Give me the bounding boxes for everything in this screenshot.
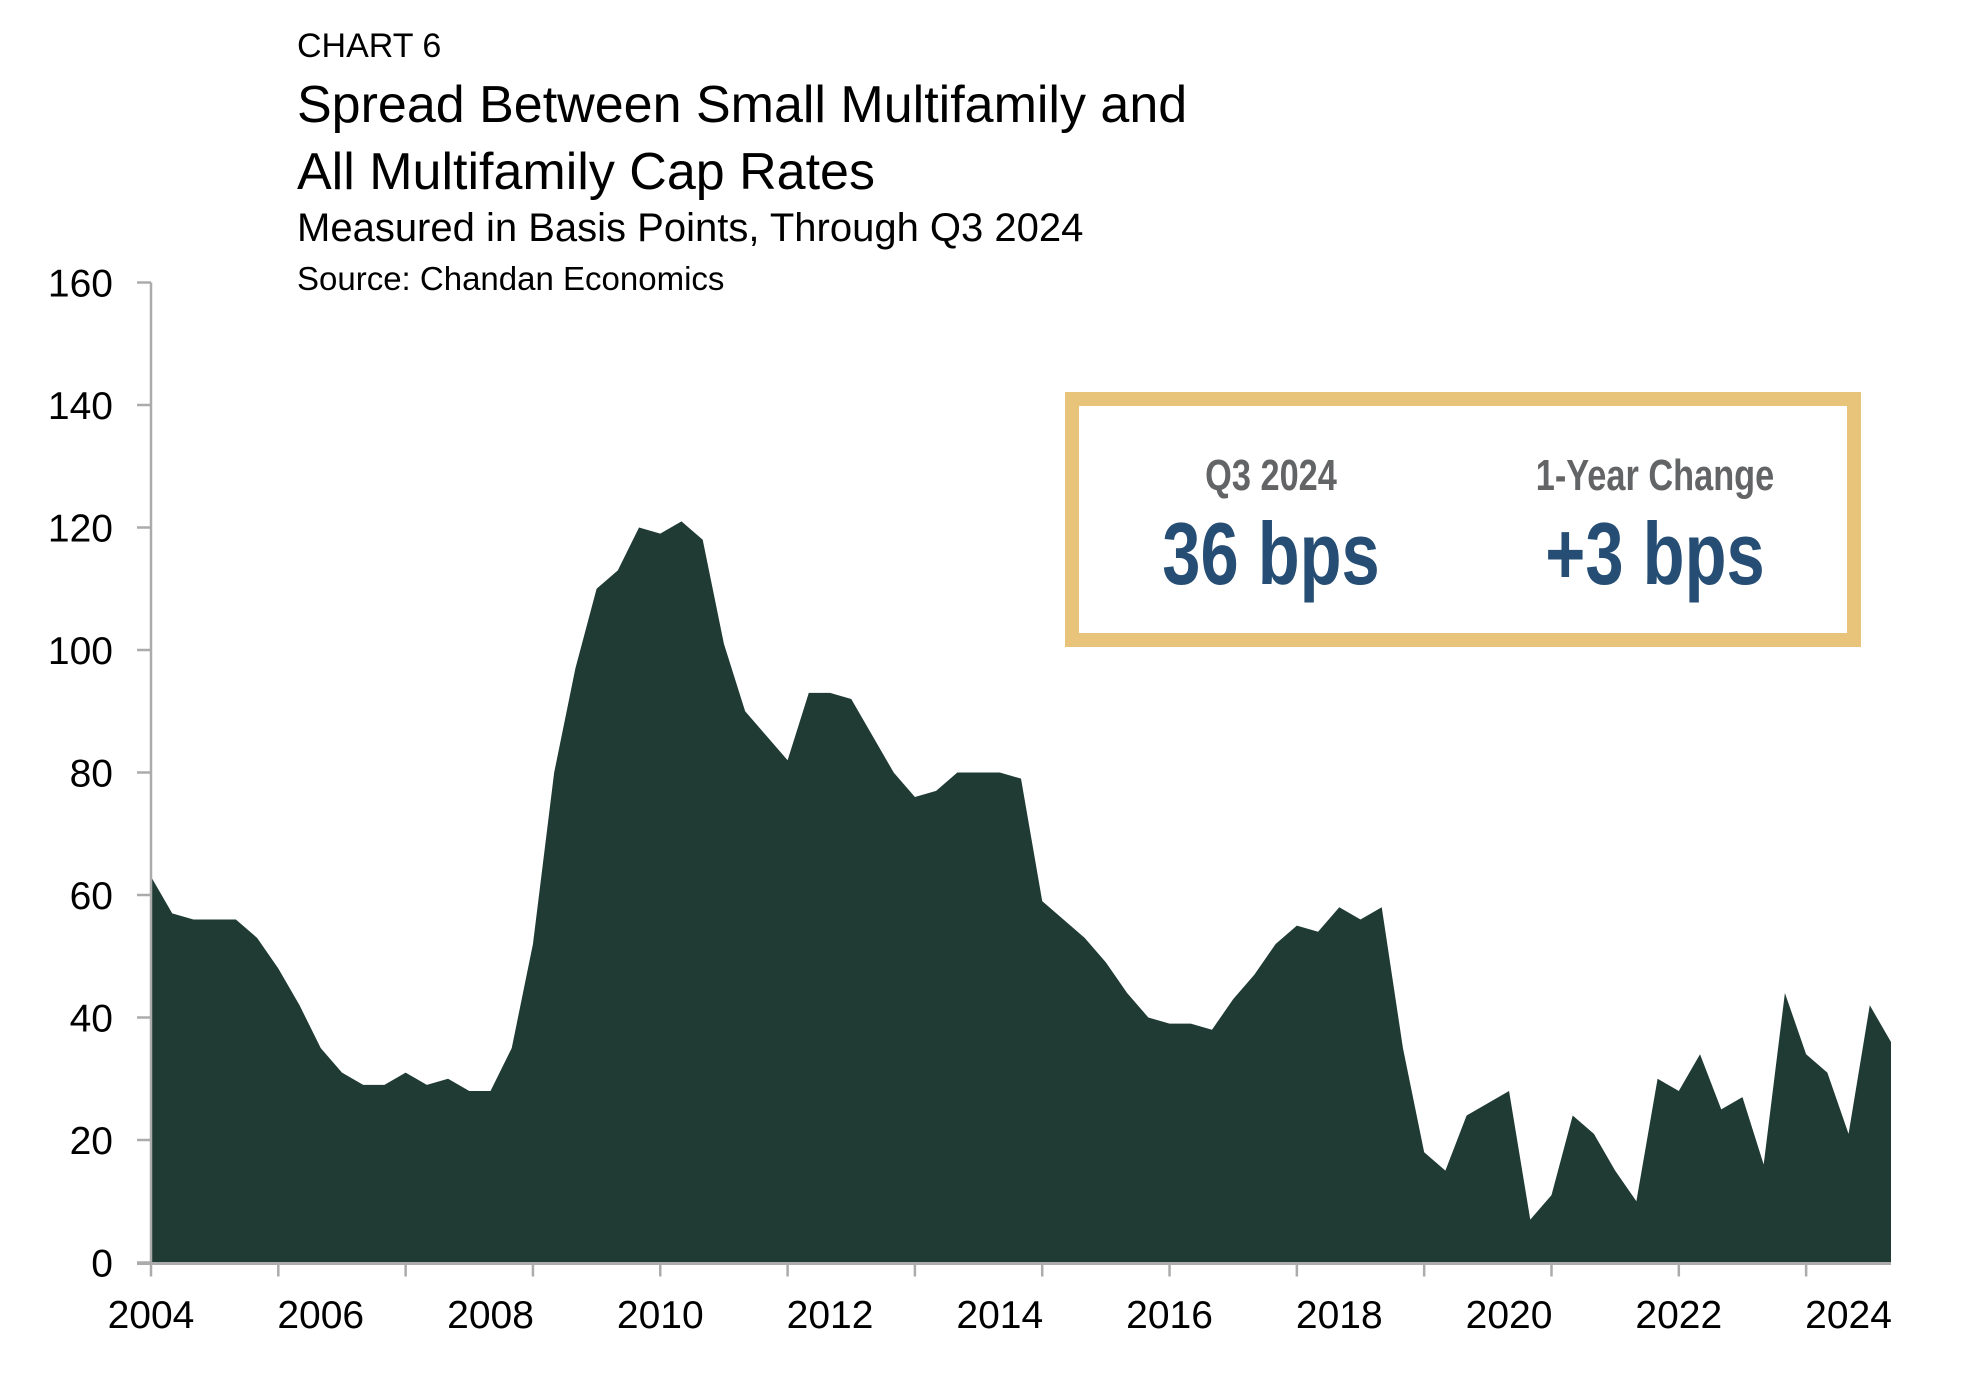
x-tick-label: 2018: [1296, 1294, 1383, 1337]
summary-callout-box: Q3 2024 36 bps 1-Year Change +3 bps: [1065, 392, 1861, 647]
y-tick-label: 0: [91, 1243, 113, 1286]
x-tick-label: 2014: [956, 1294, 1043, 1337]
y-axis-ticks: 0 20 40 60 80 100 120 140 160: [48, 263, 151, 1286]
x-tick-label: 2020: [1466, 1294, 1553, 1337]
y-tick-label: 160: [48, 263, 113, 306]
y-tick-label: 120: [48, 508, 113, 551]
area-layer: [151, 521, 1891, 1263]
x-tick-label: 2016: [1126, 1294, 1213, 1337]
chart-source: Source: Chandan Economics: [297, 260, 725, 297]
current-spread-value: 36 bps: [1162, 504, 1380, 603]
y-tick-label: 60: [70, 875, 113, 918]
x-tick-label: 2006: [277, 1294, 364, 1337]
x-tick-label: 2024: [1805, 1294, 1892, 1337]
y-tick-label: 40: [70, 998, 113, 1041]
y-tick-label: 140: [48, 385, 113, 428]
chart-title: Spread Between Small Multifamily and All…: [297, 72, 1187, 206]
spread-area: [151, 521, 1891, 1263]
x-tick-label: 2010: [617, 1294, 704, 1337]
x-tick-label: 2008: [447, 1294, 534, 1337]
x-tick-label: 2022: [1635, 1294, 1722, 1337]
chart-label: CHART 6: [297, 27, 442, 65]
one-year-change-label: 1-Year Change: [1535, 451, 1775, 500]
chart-title-line-1: Spread Between Small Multifamily and: [297, 76, 1188, 134]
y-tick-label: 20: [70, 1120, 113, 1163]
chart-title-line-2: All Multifamily Cap Rates: [297, 143, 875, 201]
current-period-label: Q3 2024: [1205, 451, 1337, 500]
one-year-change-value: +3 bps: [1545, 504, 1765, 603]
chart-subtitle: Measured in Basis Points, Through Q3 202…: [297, 206, 1084, 250]
x-tick-label: 2004: [108, 1294, 195, 1337]
x-tick-label: 2012: [787, 1294, 874, 1337]
y-tick-label: 100: [48, 630, 113, 673]
x-axis-ticks: 2004 2006 2008 2010 2012 2014 2016 2018 2020 2022…: [108, 1263, 1892, 1337]
y-tick-label: 80: [70, 753, 113, 796]
